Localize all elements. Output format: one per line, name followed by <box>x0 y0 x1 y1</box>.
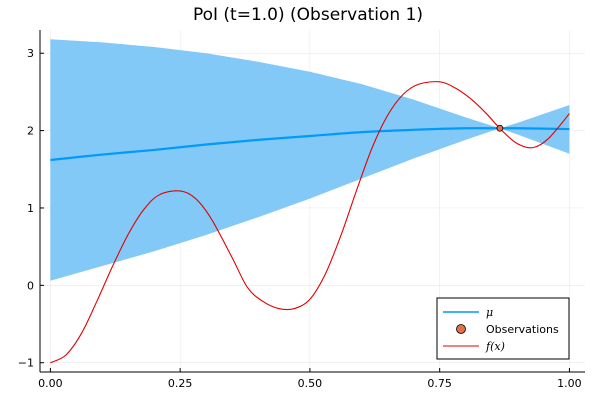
y-tick-label: 3 <box>27 47 34 60</box>
x-tick-label: 1.00 <box>557 377 582 390</box>
x-tick-label: 0.50 <box>298 377 323 390</box>
y-tick-label: 2 <box>27 125 34 138</box>
x-tick-labels: 0.00 0.25 0.50 0.75 1.00 <box>38 377 582 390</box>
axes <box>39 30 585 373</box>
confidence-band <box>50 39 570 281</box>
legend-observations-label: Observations <box>486 323 559 336</box>
x-tick-label: 0.00 <box>38 377 63 390</box>
y-tick-label: −1 <box>18 357 34 370</box>
y-tick-labels: −1 0 1 2 3 <box>18 47 34 370</box>
observation-point <box>496 124 504 132</box>
series-f-line <box>50 81 570 364</box>
confidence-band-layer <box>50 39 570 281</box>
x-tick-label: 0.75 <box>427 377 452 390</box>
legend: μ Observations f(x) <box>436 297 570 360</box>
y-tick-label: 1 <box>27 202 34 215</box>
legend-f-label: f(x) <box>485 340 505 353</box>
observation-layer <box>496 124 504 132</box>
legend-observations-marker <box>456 324 466 334</box>
legend-mu-label: μ <box>486 306 493 319</box>
chart-title: PoI (t=1.0) (Observation 1) <box>193 5 423 25</box>
x-tick-label: 0.25 <box>168 377 193 390</box>
y-tick-label: 0 <box>27 279 34 292</box>
